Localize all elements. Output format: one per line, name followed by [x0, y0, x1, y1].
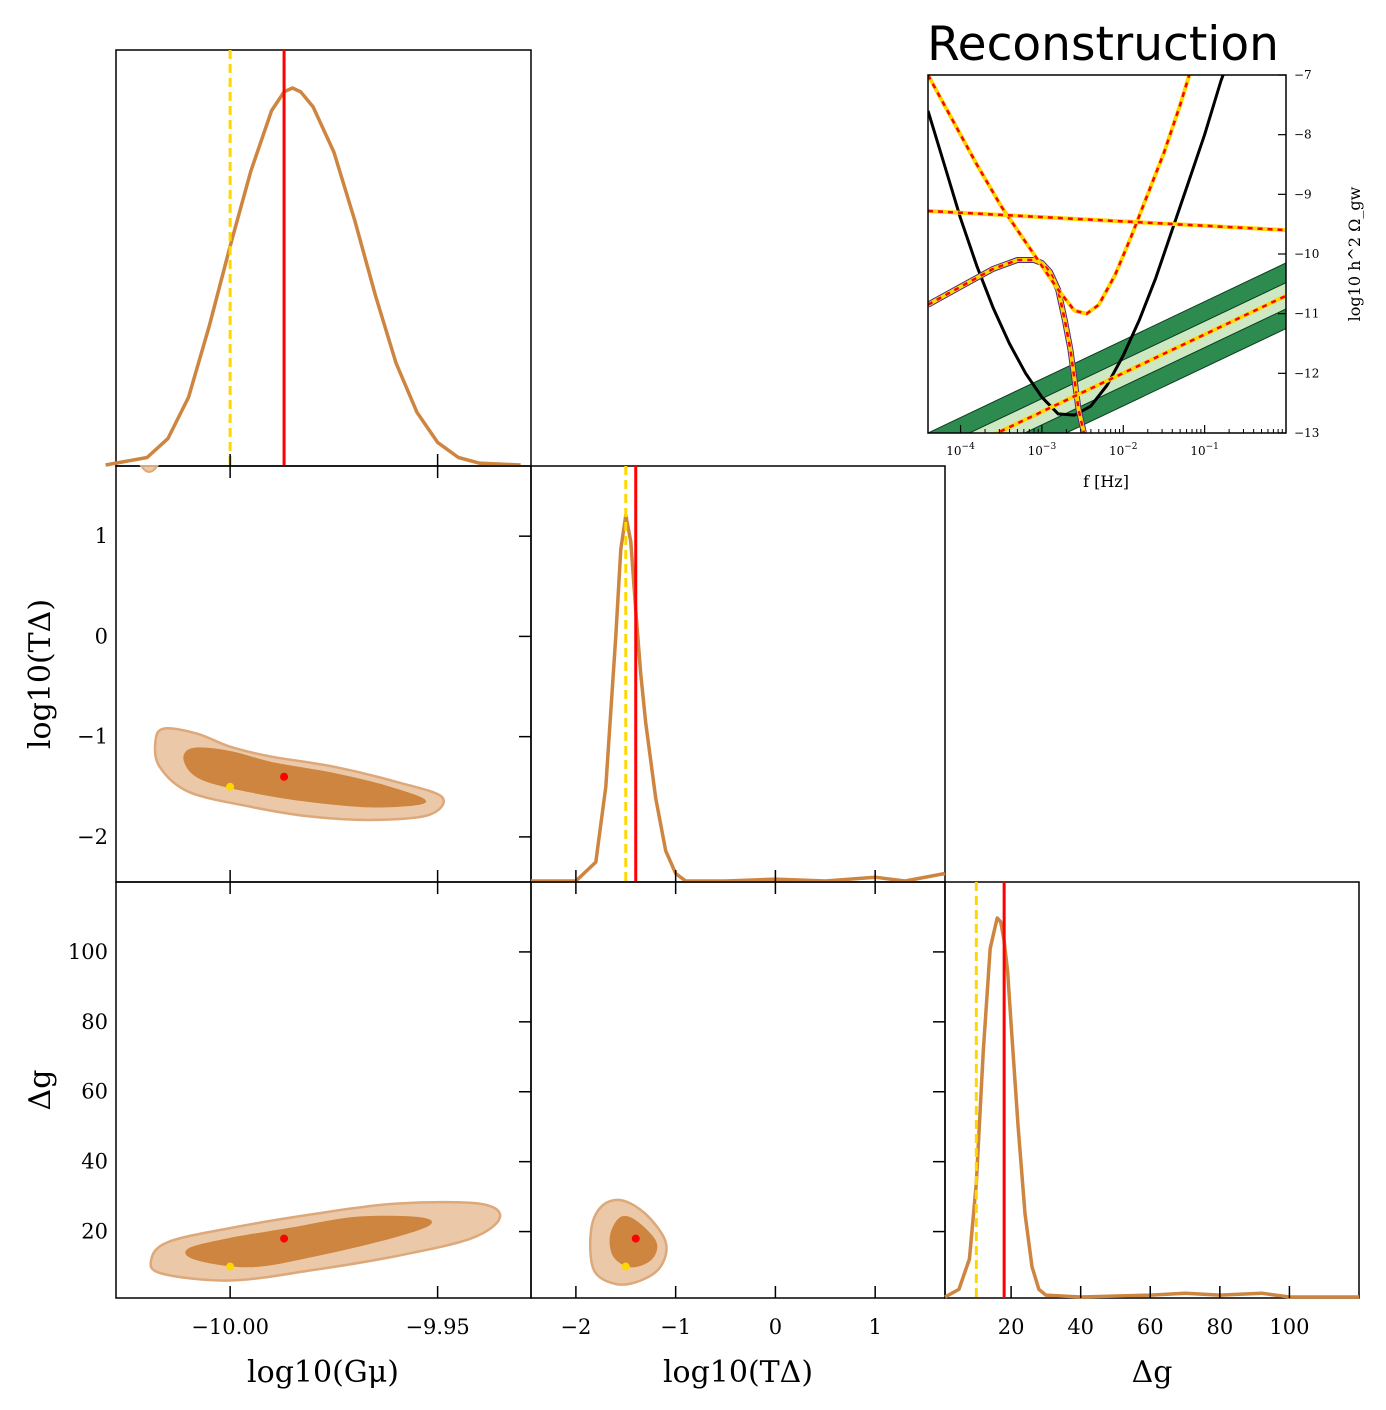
x-tick-label: −2	[560, 1315, 591, 1339]
panel-marginal-tdelta	[530, 465, 946, 883]
truth-point	[280, 1234, 289, 1243]
y-tick-label: 60	[81, 1080, 108, 1104]
recon-y-axis-label: log10 h^2 Ω_gw	[1345, 186, 1364, 321]
recon-x-tick-label: 10−3	[1028, 442, 1057, 458]
reconstruction-title: Reconstruction	[927, 17, 1279, 72]
recon-x-axis-label: f [Hz]	[1083, 472, 1129, 491]
y-tick-label: 20	[81, 1220, 108, 1244]
contour-edge-fragment	[139, 465, 160, 473]
recon-x-tick-base: 10	[1190, 444, 1205, 458]
recon-y-tick-label: −11	[1294, 307, 1319, 321]
x-tick-label: 1	[868, 1315, 881, 1339]
x-tick-label: 0	[769, 1315, 782, 1339]
panel-gmu-vs-deltag	[115, 881, 532, 1299]
recon-x-tick-label: 10−2	[1109, 442, 1138, 458]
x-axis-label: log10(Gμ)	[247, 1355, 399, 1390]
injection-point	[226, 1262, 235, 1271]
truth-point	[280, 772, 289, 781]
signal-truth-signal_peaked	[928, 258, 1086, 433]
y-tick-label: 80	[81, 1010, 108, 1034]
y-axis-label: log10(TΔ)	[23, 599, 58, 749]
posterior-curve	[531, 513, 946, 883]
injection-point	[226, 782, 235, 791]
y-tick-label: 0	[95, 624, 108, 648]
posterior-curve	[105, 86, 521, 467]
recon-y-tick-label: −13	[1294, 426, 1319, 440]
corner-axis-labels: −10.00 −9.95 −2 −1 0 1 20 40 60 80 100 −2 −1 0 1 20 40 60…	[23, 454, 1309, 1390]
x-tick-label: 100	[1269, 1315, 1309, 1339]
x-tick-label: −10.00	[191, 1315, 269, 1339]
recon-y-tick-label: −9	[1294, 187, 1312, 201]
y-axis-label: Δg	[23, 1070, 58, 1111]
signal-injection-signal_rising	[992, 293, 1286, 433]
truth-point	[631, 1234, 640, 1243]
panel-frame	[115, 49, 532, 467]
contour-inner	[183, 747, 426, 808]
recon-x-tick-base: 10	[1028, 444, 1043, 458]
recon-x-tick-label: 10−1	[1190, 442, 1219, 458]
sensitivity-curve	[928, 75, 1225, 417]
panel-frame	[530, 465, 946, 883]
sensitivity-band-outer	[928, 262, 1286, 433]
panel-tdelta-vs-deltag	[530, 881, 946, 1299]
x-axis-label: Δg	[1132, 1355, 1173, 1390]
y-tick-label: −1	[77, 725, 108, 749]
recon-y-tick-label: −10	[1294, 247, 1319, 261]
recon-y-tick-label: −7	[1294, 68, 1312, 82]
posterior-curve	[944, 916, 1359, 1299]
sensitivity-band-inner	[968, 282, 1286, 433]
panel-frame	[115, 465, 532, 883]
signal-truth-signal_dip	[928, 75, 1191, 315]
injection-point	[621, 1262, 630, 1271]
recon-x-tick-exp: −4	[962, 442, 976, 452]
y-tick-label: 1	[95, 524, 108, 548]
y-tick-label: −2	[77, 825, 108, 849]
x-tick-label: −9.95	[405, 1315, 469, 1339]
y-tick-label: 100	[68, 940, 108, 964]
x-tick-label: 60	[1137, 1315, 1164, 1339]
panel-gmu-vs-tdelta	[115, 465, 532, 883]
recon-x-tick-base: 10	[1109, 444, 1124, 458]
recon-x-tick-label: 10−4	[946, 442, 975, 458]
recon-x-tick-exp: −2	[1124, 442, 1137, 452]
signal-truth-signal_rising	[994, 294, 1286, 433]
signal-injection-signal_flat	[928, 209, 1286, 233]
panel-frame	[944, 881, 1360, 1299]
contour-inner	[185, 1215, 432, 1268]
recon-x-tick-exp: −1	[1206, 442, 1219, 452]
recon-x-tick-exp: −3	[1043, 442, 1057, 452]
x-tick-label: 40	[1067, 1315, 1094, 1339]
y-tick-label: 40	[81, 1150, 108, 1174]
recon-x-tick-base: 10	[946, 444, 961, 458]
recon-y-tick-label: −12	[1294, 366, 1319, 380]
panel-marginal-deltag	[944, 881, 1360, 1299]
x-tick-label: −1	[660, 1315, 691, 1339]
panel-marginal-gmu	[105, 49, 532, 467]
reconstruction-inset: Reconstruction −13−12−11−10−9−8−710−4 10−…	[927, 17, 1364, 491]
x-axis-label: log10(TΔ)	[663, 1355, 813, 1390]
recon-y-tick-label: −8	[1294, 128, 1312, 142]
x-tick-label: 80	[1206, 1315, 1233, 1339]
x-tick-label: 20	[998, 1315, 1025, 1339]
